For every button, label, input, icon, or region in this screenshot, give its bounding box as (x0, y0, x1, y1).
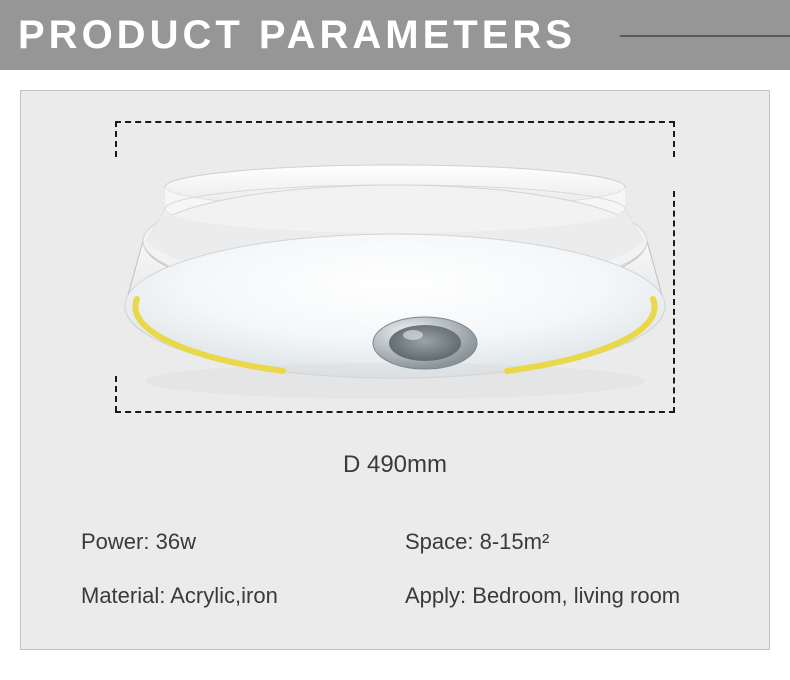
header-title: PRODUCT PARAMETERS (18, 13, 576, 58)
dimension-dash-top (115, 121, 675, 123)
header-gap (0, 70, 790, 90)
header-divider-line (620, 35, 790, 37)
spec-label: Apply: (405, 583, 466, 608)
spec-value: Bedroom, living room (466, 583, 680, 608)
main-panel: D 490mm Power: 36w Space: 8-15m² Materia… (20, 90, 770, 650)
spec-value: 36w (149, 529, 195, 554)
spec-power: Power: 36w (81, 529, 385, 555)
spec-value: 8-15m² (474, 529, 550, 554)
spec-apply: Apply: Bedroom, living room (405, 583, 709, 609)
dimension-tick-bottom-right (673, 191, 675, 413)
spec-label: Material: (81, 583, 165, 608)
spec-label: Space: (405, 529, 474, 554)
dimension-tick-bottom-left (115, 376, 117, 412)
spec-value: Acrylic,iron (165, 583, 277, 608)
spec-material: Material: Acrylic,iron (81, 583, 385, 609)
dimension-dash-bottom (115, 411, 675, 413)
spec-label: Power: (81, 529, 149, 554)
spec-space: Space: 8-15m² (405, 529, 709, 555)
diagram-area (115, 121, 675, 441)
product-illustration (105, 151, 685, 421)
specs-grid: Power: 36w Space: 8-15m² Material: Acryl… (71, 529, 719, 609)
header-band: PRODUCT PARAMETERS (0, 0, 790, 70)
dimension-label: D 490mm (71, 451, 719, 479)
